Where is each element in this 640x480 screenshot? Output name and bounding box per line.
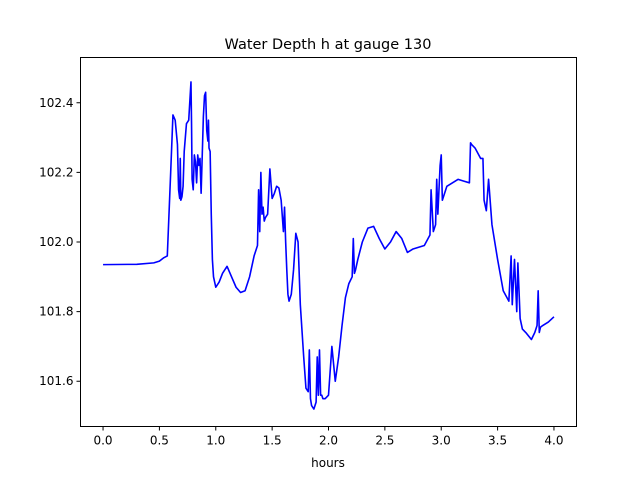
y-tick-label: 101.6 [39, 374, 73, 388]
x-tick-label: 2.5 [375, 434, 394, 448]
x-tick-label: 0.5 [150, 434, 169, 448]
x-tick-label: 3.5 [488, 434, 507, 448]
y-tick-label: 101.8 [39, 305, 73, 319]
x-axis-label: hours [311, 456, 345, 470]
x-tick-label: 0.0 [93, 434, 112, 448]
plot-area [80, 57, 577, 427]
x-tick-label: 1.5 [263, 434, 282, 448]
x-axis: 0.0 0.5 1.0 1.5 2.0 2.5 3.0 3.5 4.0 [93, 426, 564, 448]
x-tick-label: 3.0 [432, 434, 451, 448]
y-axis: 101.6 101.8 102.0 102.2 102.4 [39, 96, 81, 388]
y-tick-label: 102.4 [39, 96, 73, 110]
x-tick-label: 4.0 [544, 434, 563, 448]
plot-frame [80, 57, 577, 427]
x-tick-label: 1.0 [206, 434, 225, 448]
series-line [103, 81, 555, 410]
y-tick-label: 102.0 [39, 235, 73, 249]
x-tick-label: 2.0 [319, 434, 338, 448]
y-tick-label: 102.2 [39, 165, 73, 179]
chart-title: Water Depth h at gauge 130 [225, 37, 432, 53]
